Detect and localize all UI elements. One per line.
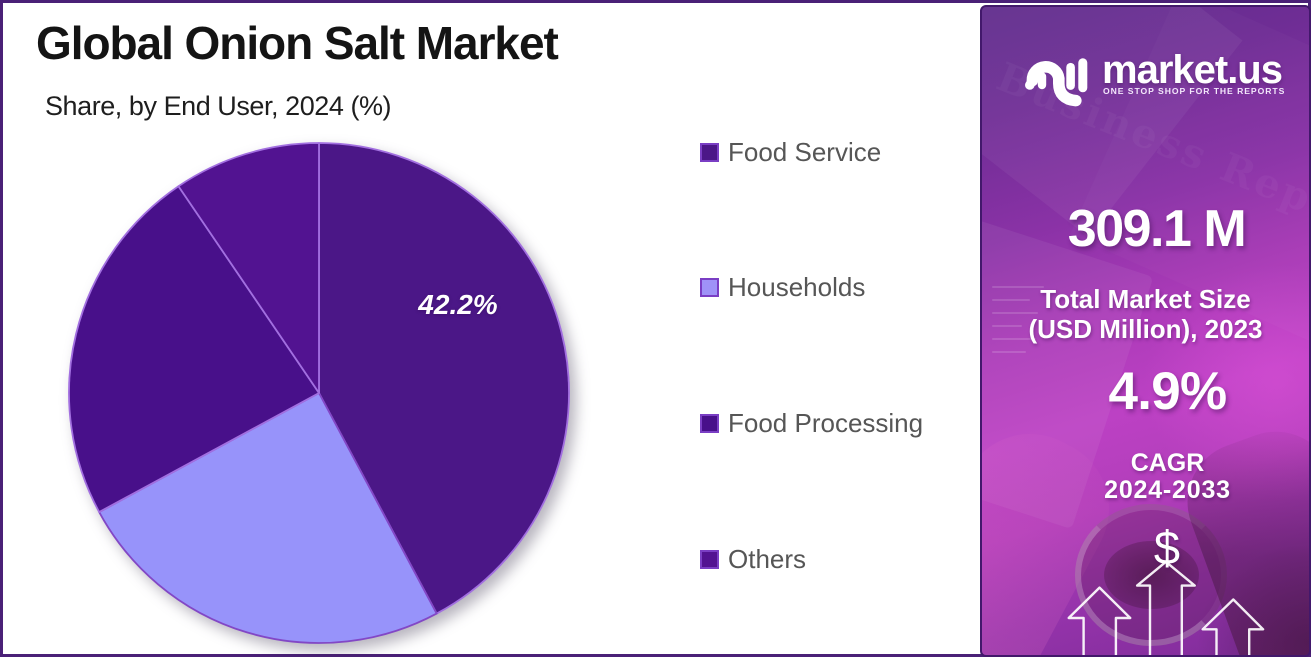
pie-slice-households <box>98 392 438 644</box>
stat-market-size-value: 309.1 M <box>1067 200 1247 258</box>
pie-chart <box>68 142 570 644</box>
legend-label: Food Service <box>728 136 882 167</box>
stat-market-size-label-line1: Total Market Size <box>1040 284 1251 314</box>
legend-item-food-service: Food Service <box>700 136 882 167</box>
pie-slice-food-processing <box>68 185 320 513</box>
stat-market-size-label: Total Market Size (USD Million), 2023 <box>982 284 1309 344</box>
stat-cagr-label-line1: CAGR <box>1130 449 1205 477</box>
stat-cagr-label: CAGR 2024-2033 <box>1004 449 1309 504</box>
page-title: Global Onion Salt Market <box>36 17 559 69</box>
growth-arrow-right <box>1201 598 1265 655</box>
legend-item-households: Households <box>700 272 866 303</box>
legend-swatch <box>700 549 719 569</box>
pie-slice-food-service <box>318 142 570 615</box>
stat-cagr-value: 4.9% <box>1108 362 1227 421</box>
pie-slice-others <box>177 142 320 394</box>
legend-item-others: Others <box>700 543 807 574</box>
legend-swatch <box>700 142 719 162</box>
legend-item-food-processing: Food Processing <box>700 407 924 438</box>
stat-market-size-label-line2: (USD Million), 2023 <box>1028 314 1263 344</box>
growth-arrow-middle <box>1135 560 1196 655</box>
legend-label: Households <box>728 272 866 303</box>
brand-logo: market.us ONE STOP SHOP FOR THE REPORTS <box>1025 48 1305 109</box>
legend-swatch <box>700 278 719 298</box>
sidebar-panel: Business Report market.us ONE STOP SHOP … <box>980 5 1311 657</box>
legend-label: Food Processing <box>728 407 924 438</box>
pie-legend: Food Service Households Food Processing Oth… <box>700 3 970 657</box>
legend-swatch <box>700 413 719 433</box>
page-subtitle: Share, by End User, 2024 (%) <box>45 91 392 121</box>
growth-arrows-icon <box>1067 560 1265 655</box>
brand-tagline: ONE STOP SHOP FOR THE REPORTS <box>1103 86 1286 96</box>
brand-wordmark: market.us <box>1102 48 1283 92</box>
market-us-logo-icon <box>1025 58 1088 107</box>
stat-cagr-label-line2: 2024-2033 <box>1104 476 1231 504</box>
pie-datalabel-food-service: 42.2% <box>418 289 498 320</box>
growth-arrow-left <box>1067 586 1132 655</box>
legend-label: Others <box>728 543 807 574</box>
